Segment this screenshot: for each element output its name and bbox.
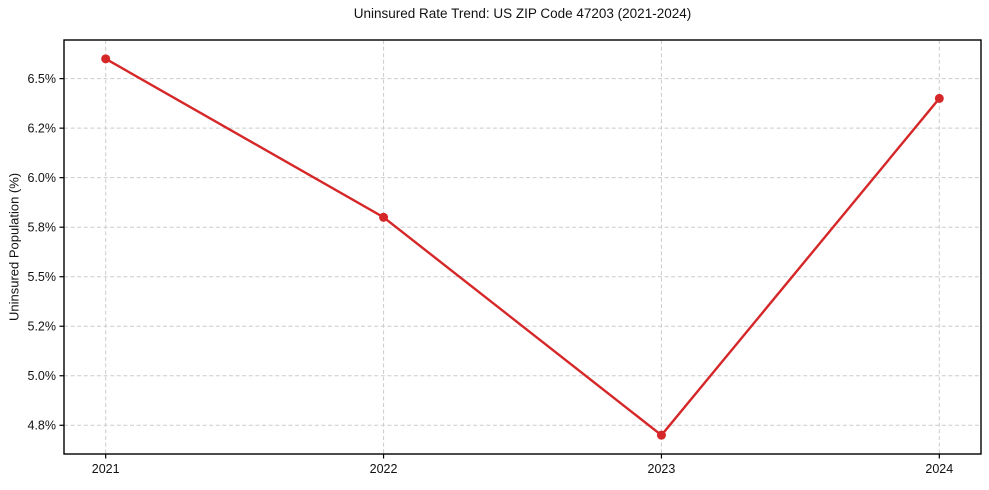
x-tick-label: 2022 [370, 462, 398, 476]
data-point-2024 [934, 93, 944, 103]
data-point-2022 [379, 212, 389, 222]
y-tick-label: 5.0% [28, 369, 57, 383]
data-point-2021 [101, 54, 111, 64]
y-tick-label: 6.5% [28, 72, 57, 86]
plot-border [63, 39, 982, 455]
chart-title: Uninsured Rate Trend: US ZIP Code 47203 … [353, 6, 692, 21]
y-tick-label: 4.8% [28, 418, 57, 432]
x-tick-label: 2023 [648, 462, 676, 476]
y-tick-label: 6.0% [28, 171, 57, 185]
trend-line [104, 57, 941, 437]
x-tick-label: 2021 [92, 462, 120, 476]
y-tick-label: 5.8% [28, 220, 57, 234]
y-tick-label: 5.2% [28, 319, 57, 333]
y-tick-label: 5.5% [28, 270, 57, 284]
data-point-2023 [656, 430, 666, 440]
y-tick-label: 6.2% [28, 121, 57, 135]
x-tick-label: 2024 [925, 462, 953, 476]
